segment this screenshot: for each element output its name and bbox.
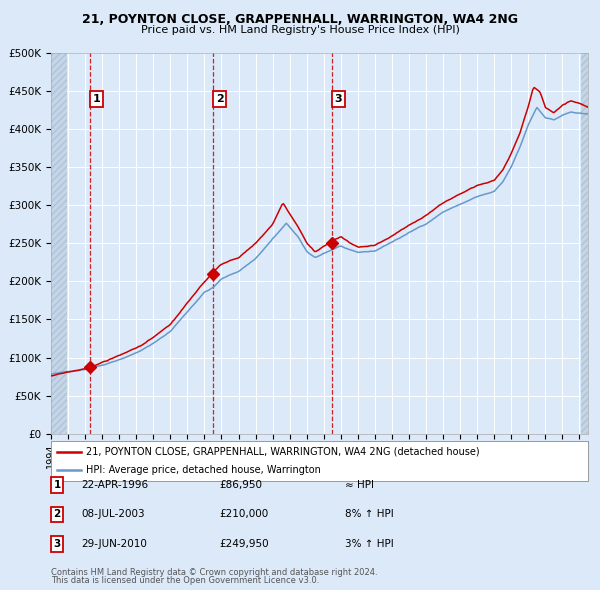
Text: £86,950: £86,950 (219, 480, 262, 490)
Text: 2: 2 (216, 94, 224, 104)
Text: 21, POYNTON CLOSE, GRAPPENHALL, WARRINGTON, WA4 2NG: 21, POYNTON CLOSE, GRAPPENHALL, WARRINGT… (82, 13, 518, 26)
Text: 21, POYNTON CLOSE, GRAPPENHALL, WARRINGTON, WA4 2NG (detached house): 21, POYNTON CLOSE, GRAPPENHALL, WARRINGT… (86, 447, 479, 457)
Bar (51, 53, 67, 434)
Text: 1: 1 (93, 94, 101, 104)
Text: £210,000: £210,000 (219, 510, 268, 519)
Text: 08-JUL-2003: 08-JUL-2003 (81, 510, 145, 519)
Text: 29-JUN-2010: 29-JUN-2010 (81, 539, 147, 549)
Text: 3: 3 (335, 94, 342, 104)
Text: Contains HM Land Registry data © Crown copyright and database right 2024.: Contains HM Land Registry data © Crown c… (51, 568, 377, 577)
Text: 22-APR-1996: 22-APR-1996 (81, 480, 148, 490)
Text: 1: 1 (53, 480, 61, 490)
Text: 3% ↑ HPI: 3% ↑ HPI (345, 539, 394, 549)
Text: 8% ↑ HPI: 8% ↑ HPI (345, 510, 394, 519)
Text: 3: 3 (53, 539, 61, 549)
Text: £249,950: £249,950 (219, 539, 269, 549)
Bar (581, 53, 588, 434)
Text: 2: 2 (53, 510, 61, 519)
Text: Price paid vs. HM Land Registry's House Price Index (HPI): Price paid vs. HM Land Registry's House … (140, 25, 460, 35)
Text: This data is licensed under the Open Government Licence v3.0.: This data is licensed under the Open Gov… (51, 576, 319, 585)
Text: ≈ HPI: ≈ HPI (345, 480, 374, 490)
Text: HPI: Average price, detached house, Warrington: HPI: Average price, detached house, Warr… (86, 465, 321, 475)
